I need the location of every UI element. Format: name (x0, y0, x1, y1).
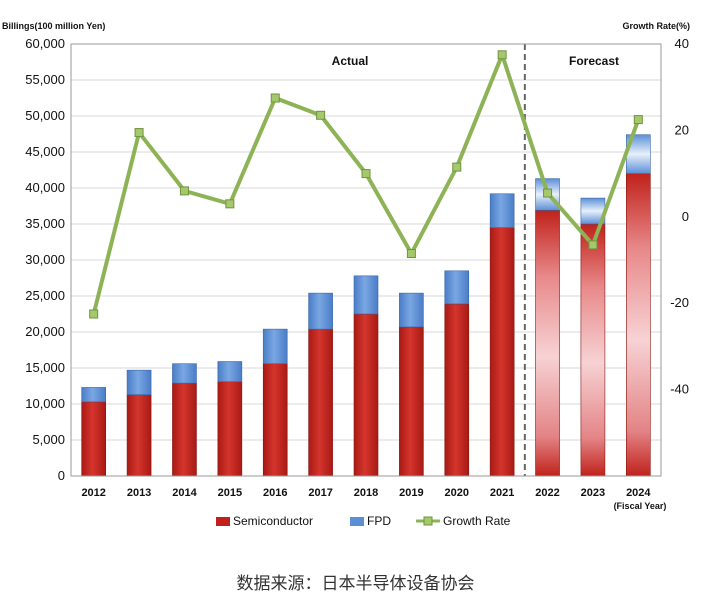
forecast-label: Forecast (569, 54, 619, 68)
y-tick-label: 10,000 (25, 396, 65, 411)
x-tick-label: 2019 (399, 487, 423, 499)
legend-swatch-semiconductor (216, 517, 230, 526)
growth-rate-point (270, 93, 280, 103)
y-tick-label: 30,000 (25, 252, 65, 267)
y2-tick-label: 0 (682, 209, 689, 224)
y-tick-label: 0 (58, 468, 65, 483)
bar-semiconductor (217, 381, 243, 477)
x-tick-label: 2018 (354, 487, 378, 499)
x-tick-label: 2024 (626, 487, 651, 499)
x-axis-title: (Fiscal Year) (614, 501, 667, 511)
bar-fpd (308, 292, 333, 330)
growth-rate-line (89, 50, 643, 319)
bar-fpd (172, 363, 197, 384)
legend-label-fpd: FPD (367, 514, 391, 528)
bar-semiconductor (444, 303, 470, 477)
bar-semiconductor (126, 394, 152, 477)
growth-rate-point (361, 169, 371, 179)
x-tick-label: 2015 (218, 487, 242, 499)
bar-semiconductor (489, 227, 515, 477)
bar-semiconductor (626, 173, 651, 477)
y-tick-label: 25,000 (25, 288, 65, 303)
y-tick-label: 50,000 (25, 108, 65, 123)
source-note: 数据来源：日本半导体设备协会 (236, 574, 475, 594)
legend-swatch-fpd (350, 517, 364, 526)
bar-fpd (81, 387, 106, 403)
left-axis-title: Billings(100 million Yen) (2, 21, 105, 31)
y2-tick-label: 40 (675, 36, 689, 51)
bar-semiconductor (353, 313, 379, 477)
bar-semiconductor (262, 363, 288, 477)
y-tick-label: 60,000 (25, 36, 65, 51)
growth-rate-point (89, 309, 99, 319)
y2-tick-label: 20 (675, 122, 689, 137)
bar-semiconductor (535, 210, 560, 477)
y-tick-label: 15,000 (25, 360, 65, 375)
growth-rate-point (179, 186, 189, 196)
bar-fpd (399, 292, 424, 328)
x-tick-label: 2013 (127, 487, 151, 499)
growth-rate-point (452, 162, 462, 172)
legend-label-growth-rate: Growth Rate (443, 514, 511, 528)
bar-semiconductor (308, 328, 333, 477)
bar-group (81, 134, 651, 477)
legend: Semiconductor FPD Growth Rate (216, 514, 511, 528)
growth-rate-point (633, 115, 643, 125)
bar-semiconductor (172, 382, 197, 477)
x-tick-label: 2017 (308, 487, 332, 499)
growth-rate-point (134, 128, 144, 138)
y2-tick-label: -40 (670, 382, 689, 397)
right-axis-title: Growth Rate(%) (623, 21, 691, 31)
y-tick-label: 5,000 (32, 432, 65, 447)
bar-fpd (353, 275, 379, 315)
x-tick-label: 2014 (172, 487, 197, 499)
y-tick-label: 45,000 (25, 144, 65, 159)
bar-fpd (217, 361, 243, 382)
bar-fpd (489, 193, 515, 228)
x-tick-label: 2021 (490, 487, 514, 499)
x-tick-label: 2020 (445, 487, 469, 499)
y2-tick-label: -20 (670, 295, 689, 310)
x-tick-label: 2023 (581, 487, 605, 499)
x-axis-ticks: 2012 2013 2014 2015 2016 2017 2018 2019 2020 2021… (81, 487, 651, 499)
x-tick-label: 2022 (535, 487, 559, 499)
growth-rate-point (406, 249, 416, 259)
bar-fpd (126, 369, 152, 395)
right-axis-ticks: 40 20 0 -20 -40 (670, 36, 689, 397)
bar-fpd (262, 328, 288, 364)
x-tick-label: 2016 (263, 487, 287, 499)
actual-label: Actual (332, 54, 369, 68)
x-tick-label: 2012 (81, 487, 105, 499)
legend-label-semiconductor: Semiconductor (233, 514, 313, 528)
growth-rate-point (316, 110, 326, 120)
bar-semiconductor (580, 223, 606, 477)
growth-rate-point (588, 240, 598, 250)
bar-semiconductor (399, 326, 424, 477)
growth-rate-point (225, 199, 235, 209)
growth-rate-point (497, 50, 507, 60)
y-tick-label: 35,000 (25, 216, 65, 231)
legend-swatch-growth-marker (423, 516, 433, 526)
growth-rate-point (543, 188, 553, 198)
y-tick-label: 55,000 (25, 72, 65, 87)
left-axis-ticks: 0 5,000 10,000 15,000 20,000 25,000 30,000 35,0… (25, 36, 65, 483)
bar-semiconductor (81, 401, 106, 477)
chart: Billings(100 million Yen) Growth Rate(%)… (2, 21, 691, 528)
y-tick-label: 40,000 (25, 180, 65, 195)
y-tick-label: 20,000 (25, 324, 65, 339)
bar-fpd (444, 270, 470, 305)
plot-frame (70, 43, 662, 477)
